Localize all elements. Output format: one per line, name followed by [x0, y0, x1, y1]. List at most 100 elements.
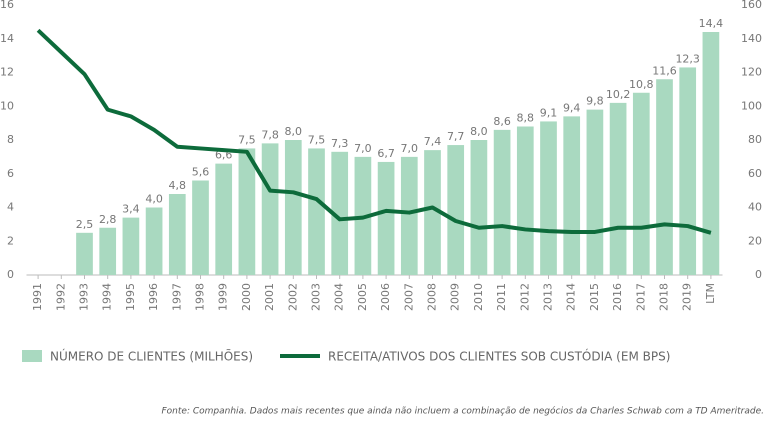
y2-tick-label: 140: [741, 32, 762, 45]
value-label: 8,0: [470, 125, 488, 138]
x-tick-label: 1999: [217, 283, 230, 311]
x-tick-label: 2014: [565, 283, 578, 311]
bar: [609, 102, 627, 275]
bar: [586, 109, 604, 275]
value-label: 7,8: [261, 128, 279, 141]
value-label: 7,0: [354, 142, 372, 155]
bar: [702, 32, 720, 275]
y-tick-label: 14: [0, 32, 14, 45]
bar: [632, 92, 650, 275]
y-tick-label: 6: [7, 167, 14, 180]
x-tick-label: 2012: [518, 283, 531, 311]
x-tick-label: 2009: [449, 283, 462, 311]
bar: [215, 163, 233, 275]
y2-tick-label: 60: [748, 167, 762, 180]
y2-tick-label: 100: [741, 99, 762, 112]
value-label: 10,8: [629, 78, 654, 91]
bar: [238, 148, 256, 275]
y2-tick-label: 160: [741, 0, 762, 11]
bar: [331, 151, 349, 275]
x-tick-label: 2000: [240, 283, 253, 311]
y-tick-label: 4: [7, 201, 14, 214]
y2-tick-label: 20: [748, 234, 762, 247]
line: [36, 28, 712, 235]
bar: [656, 79, 673, 275]
y2-tick-label: 0: [755, 268, 762, 281]
value-label: 10,2: [606, 88, 631, 101]
bar: [563, 116, 581, 275]
x-tick-label: 2010: [472, 283, 485, 311]
y2-tick-label: 80: [748, 133, 762, 146]
legend-label: NÚMERO DE CLIENTES (MILHÕES): [50, 349, 253, 364]
x-tick-label: 2002: [286, 283, 299, 311]
x-tick-label: 1994: [101, 283, 114, 311]
bar: [284, 140, 302, 275]
x-tick-label: 2008: [426, 283, 439, 311]
bar: [168, 194, 186, 275]
value-label: 7,4: [424, 135, 442, 148]
value-label: 2,5: [76, 218, 94, 231]
bar: [99, 227, 117, 275]
x-tick-label: 2013: [542, 283, 555, 311]
bar: [76, 232, 93, 275]
x-tick-label: 2018: [658, 283, 671, 311]
y-tick-label: 16: [0, 0, 14, 11]
y2-tick-label: 120: [741, 66, 762, 79]
value-label: 8,8: [517, 112, 535, 125]
x-tick-label: 2006: [379, 283, 392, 311]
value-label: 7,5: [308, 133, 326, 146]
value-label: 5,6: [192, 166, 210, 179]
x-tick-label: 2004: [333, 283, 346, 311]
bar: [308, 148, 325, 275]
y-tick-label: 10: [0, 99, 14, 112]
x-tick-label: 2019: [681, 283, 694, 311]
footnote: Fonte: Companhia. Dados mais recentes qu…: [162, 406, 765, 417]
value-label: 7,5: [238, 133, 256, 146]
x-tick-label: 2016: [611, 283, 624, 311]
x-tick-label: 2003: [310, 283, 323, 311]
x-tick-label: 1992: [54, 283, 67, 311]
bar: [261, 143, 279, 275]
x-tick-label: 2005: [356, 283, 369, 311]
bar: [424, 150, 441, 275]
value-label: 4,0: [145, 193, 163, 206]
bar: [192, 180, 209, 275]
value-label: 7,0: [401, 142, 419, 155]
legend-label: RECEITA/ATIVOS DOS CLIENTES SOB CUSTÓDIA…: [328, 349, 670, 364]
value-label: 9,4: [563, 101, 581, 114]
value-label: 12,3: [675, 52, 700, 65]
y-tick-label: 2: [7, 234, 14, 247]
x-tick-label: 1996: [147, 283, 160, 311]
value-label: 3,4: [122, 203, 140, 216]
x-tick-label: LTM: [704, 283, 717, 304]
value-label: 4,8: [169, 179, 187, 192]
x-tick-label: 2017: [634, 283, 647, 311]
value-label: 8,6: [493, 115, 511, 128]
value-label: 8,0: [285, 125, 303, 138]
legend-swatch: [22, 350, 42, 362]
y-tick-label: 8: [7, 133, 14, 146]
value-label: 7,3: [331, 137, 349, 150]
y2-tick-label: 40: [748, 201, 762, 214]
y-tick-label: 12: [0, 66, 14, 79]
bar: [679, 67, 697, 275]
bar: [540, 121, 557, 275]
value-label: 2,8: [99, 213, 117, 226]
y-tick-label: 0: [7, 268, 14, 281]
bar: [470, 140, 488, 275]
x-tick-label: 2011: [495, 283, 508, 311]
value-label: 11,6: [652, 64, 677, 77]
x-tick-label: 1998: [194, 283, 207, 311]
x-tick-label: 2001: [263, 283, 276, 311]
value-label: 7,7: [447, 130, 465, 143]
bar: [145, 207, 163, 275]
bar: [493, 129, 511, 275]
value-label: 9,8: [586, 95, 604, 108]
value-label: 6,7: [377, 147, 395, 160]
x-tick-label: 1991: [31, 283, 44, 311]
bar: [447, 145, 465, 275]
x-tick-label: 1997: [170, 283, 183, 311]
bar: [377, 161, 395, 275]
x-tick-label: 1995: [124, 283, 137, 311]
